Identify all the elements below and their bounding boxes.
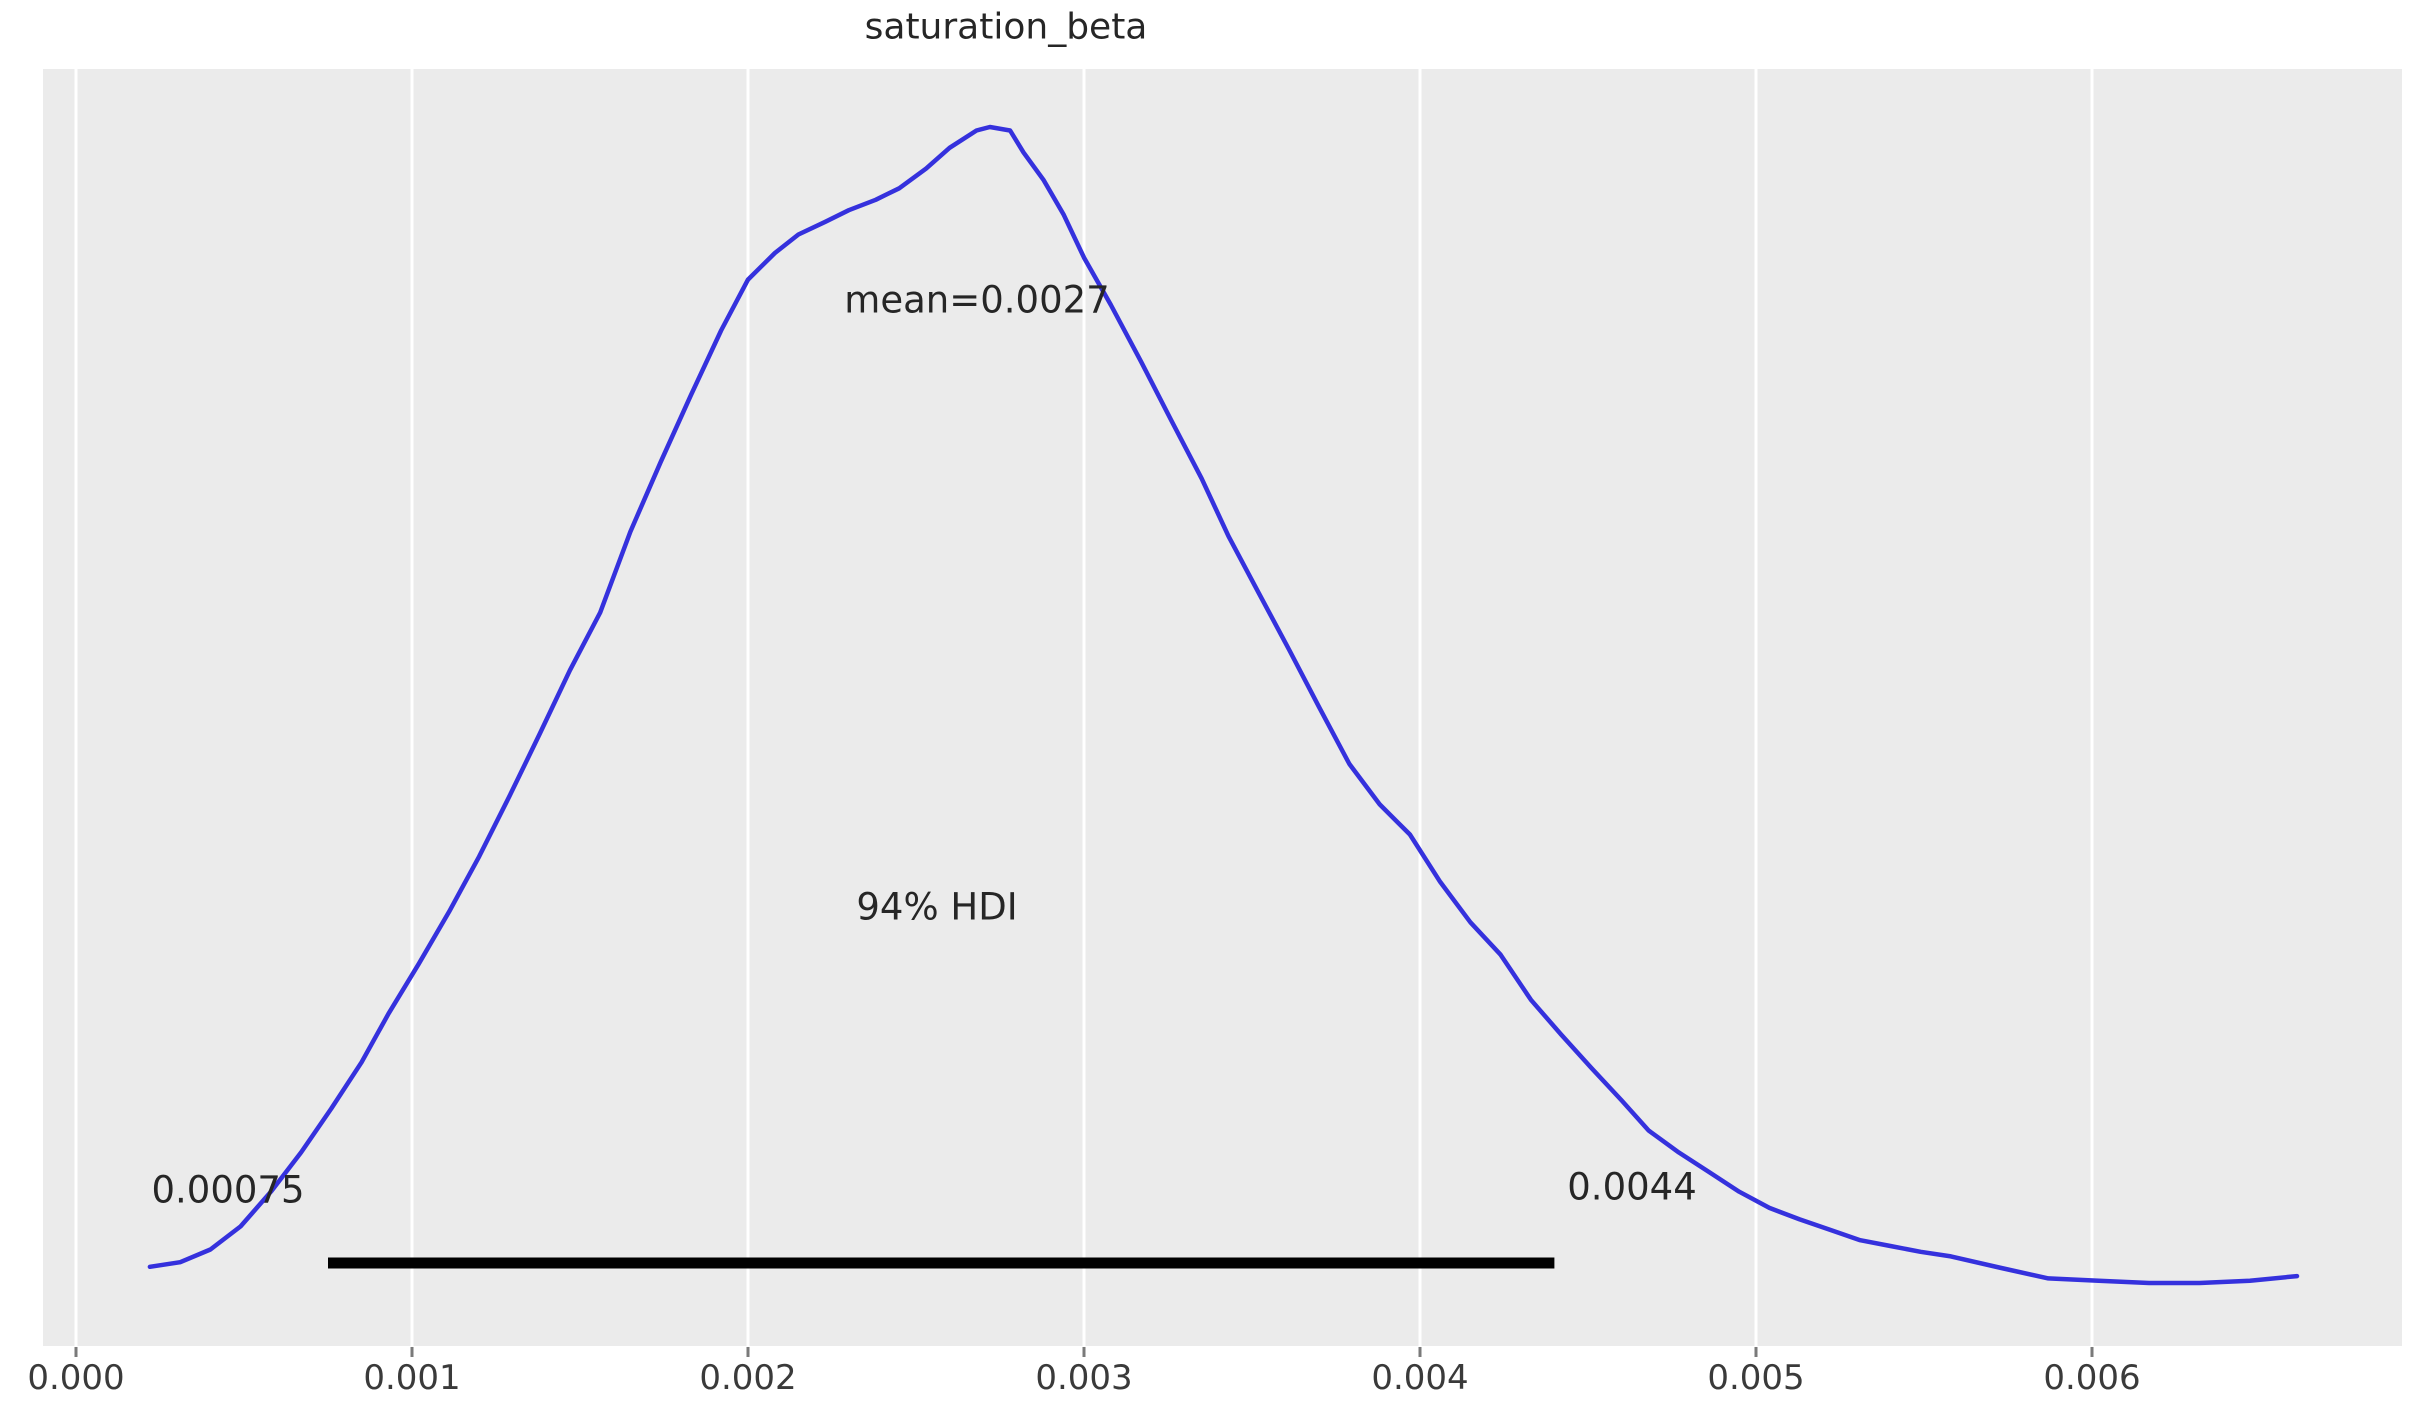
x-tick-label: 0.001 <box>363 1358 461 1398</box>
x-tick-label: 0.004 <box>1371 1358 1469 1398</box>
x-axis-tick-marks <box>74 1347 2094 1357</box>
axes-background <box>43 69 2402 1346</box>
hdi-lower-value-label: 0.00075 <box>151 1168 305 1212</box>
x-tick-label: 0.000 <box>27 1358 125 1398</box>
x-tick-label: 0.006 <box>2043 1358 2141 1398</box>
hdi-probability-label: 94% HDI <box>856 885 1018 929</box>
plot-title: saturation_beta <box>864 6 1148 48</box>
hdi-upper-value-label: 0.0044 <box>1567 1165 1697 1209</box>
x-tick-label: 0.003 <box>1035 1358 1133 1398</box>
x-tick-label: 0.005 <box>1707 1358 1805 1398</box>
kde-density-curve <box>147 124 2300 1286</box>
x-tick-label: 0.002 <box>699 1358 797 1398</box>
mean-annotation: mean=0.0027 <box>844 278 1110 322</box>
